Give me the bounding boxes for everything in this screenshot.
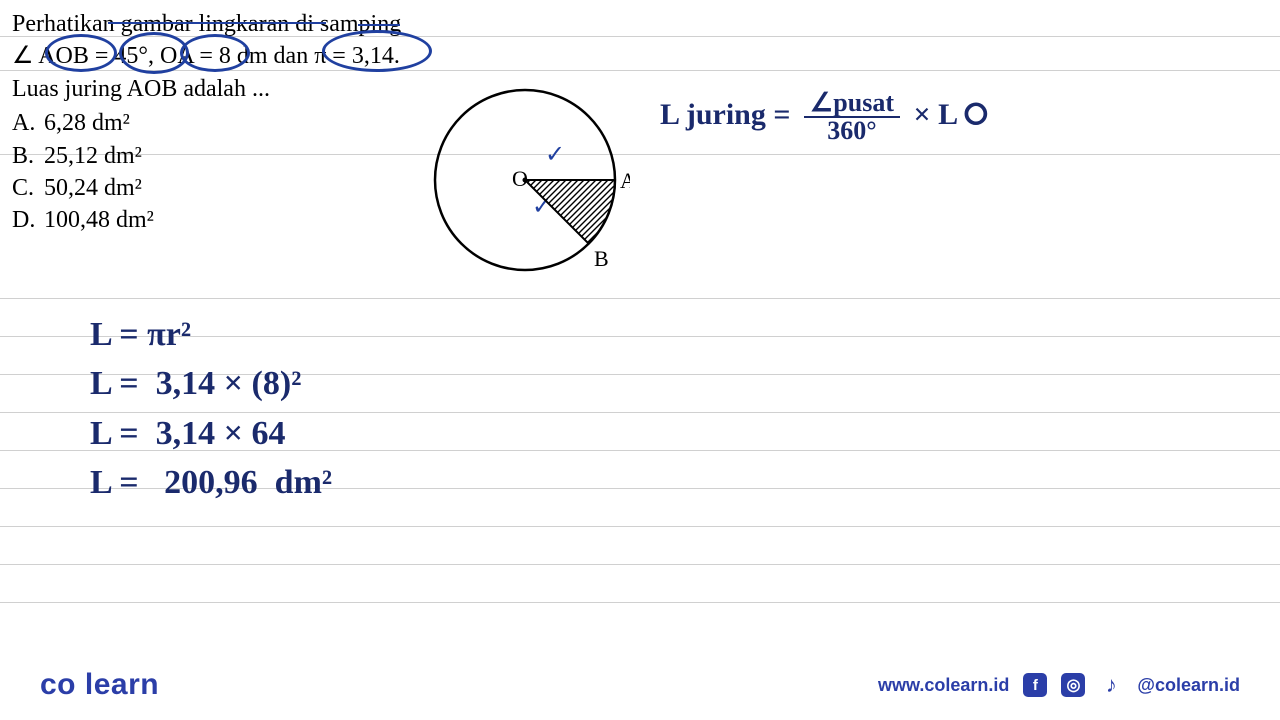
formula-fraction: ∠pusat 360° [804,90,900,144]
footer-url: www.colearn.id [878,675,1009,696]
option: C. 50,24 dm² [12,172,1268,204]
circle-annotation [180,34,250,72]
strikethrough-annotation [108,22,326,24]
brand-logo: co learn [40,668,159,702]
footer: co learn www.colearn.id f ◎ ♪ @colearn.i… [0,668,1280,702]
calc-line: L = 3,14 × (8)² [90,359,332,408]
options-list: A. 6,28 dm²B. 25,12 dm²C. 50,24 dm²D.100… [12,107,1268,237]
calc-line: L = 3,14 × 64 [90,409,332,458]
handwritten-formula: L juring = ∠pusat 360° × L ⭘ [660,90,988,144]
label-a: A [620,168,630,193]
formula-denominator: 360° [804,118,900,144]
label-b: B [594,246,609,271]
option: A. 6,28 dm² [12,107,1268,139]
calc-line: L = 200,96 dm² [90,458,332,507]
footer-handle: @colearn.id [1137,675,1240,696]
formula-numerator: ∠pusat [804,90,900,118]
logo-co: co [40,668,76,701]
content-area: Perhatikan gambar lingkaran di samping ∠… [0,0,1280,245]
handwritten-calculation: L = πr²L = 3,14 × (8)²L = 3,14 × 64L = 2… [90,310,332,507]
tiktok-icon: ♪ [1099,673,1123,697]
formula-rhs: × L ⭘ [913,98,987,131]
option: D.100,48 dm² [12,204,1268,236]
center-dot [523,178,528,183]
option: B. 25,12 dm² [12,140,1268,172]
logo-dot [76,668,85,701]
sector-aob [525,180,615,244]
logo-learn: learn [85,668,159,701]
calc-line: L = πr² [90,310,332,359]
circle-sector-diagram: O A B [430,70,630,295]
facebook-icon: f [1023,673,1047,697]
circle-annotation [119,32,189,74]
question-line-3: Luas juring AOB adalah ... [12,73,1268,105]
footer-right: www.colearn.id f ◎ ♪ @colearn.id [878,673,1240,697]
formula-lhs: L juring = [660,98,790,131]
circle-annotation [45,34,117,72]
circle-annotation [322,30,432,72]
strikethrough-annotation [358,24,400,26]
instagram-icon: ◎ [1061,673,1085,697]
